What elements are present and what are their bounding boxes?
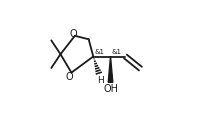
- Text: &1: &1: [111, 48, 121, 54]
- Text: O: O: [66, 71, 73, 81]
- Text: OH: OH: [103, 83, 118, 93]
- Polygon shape: [108, 57, 113, 83]
- Text: &1: &1: [94, 48, 104, 54]
- Text: O: O: [69, 29, 77, 39]
- Text: H: H: [97, 75, 104, 84]
